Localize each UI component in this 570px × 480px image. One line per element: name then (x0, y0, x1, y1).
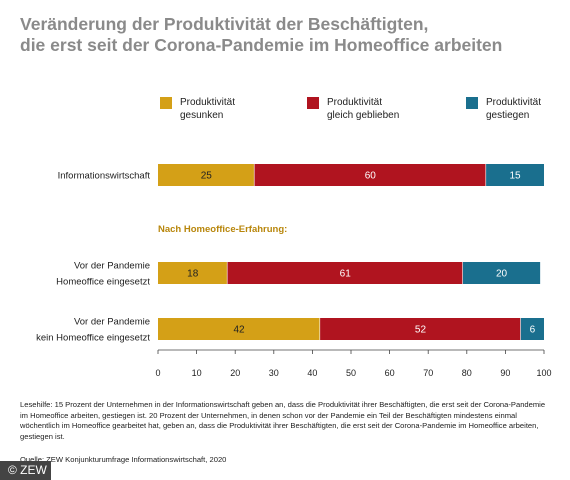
bar-segment (254, 164, 486, 186)
x-tick-label: 20 (230, 368, 240, 378)
x-tick-label: 60 (385, 368, 395, 378)
bar-value-label: 42 (233, 325, 245, 336)
x-tick-label: 10 (192, 368, 202, 378)
source-note: Quelle: ZEW Konjunkturumfrage Informatio… (20, 455, 227, 464)
bar-segment (158, 262, 227, 284)
category-label: Homeoffice eingesetzt (56, 277, 150, 288)
bar-value-label: 52 (415, 325, 427, 336)
x-tick-label: 0 (155, 368, 160, 378)
category-label: Vor der Pandemie (74, 261, 150, 272)
bar-segment (320, 318, 521, 340)
bar-value-label: 60 (365, 171, 377, 182)
x-tick-label: 30 (269, 368, 279, 378)
bar-segment (158, 164, 254, 186)
bar-value-label: 20 (496, 269, 508, 280)
category-label: Vor der Pandemie (74, 317, 150, 328)
x-tick-label: 70 (423, 368, 433, 378)
copyright-label: © ZEW (0, 461, 51, 480)
title-line-2: die erst seit der Corona-Pandemie im Hom… (20, 35, 503, 55)
legend-item-gestiegen: Produktivität gestiegen (466, 96, 541, 122)
legend-item-gleich: Produktivität gleich geblieben (307, 96, 399, 122)
legend-label-gesunken: Produktivität gesunken (180, 97, 236, 121)
bar-segment (227, 262, 463, 284)
bar-value-label: 61 (340, 269, 352, 280)
subheading: Nach Homeoffice-Erfahrung: (158, 224, 287, 235)
legend-label-gleich: Produktivität gleich geblieben (327, 97, 400, 121)
x-tick-label: 90 (500, 368, 510, 378)
legend-label-gestiegen: Produktivität gestiegen (486, 97, 542, 121)
x-tick-label: 80 (462, 368, 472, 378)
category-label: kein Homeoffice eingesetzt (36, 333, 150, 344)
legend-item-gesunken: Produktivität gesunken (160, 96, 235, 122)
title-line-1: Veränderung der Produktivität der Beschä… (20, 14, 429, 34)
chart-title: Veränderung der Produktivität der Beschä… (20, 14, 560, 56)
bar-segment (158, 318, 320, 340)
category-label: Informationswirtschaft (58, 171, 151, 182)
bar-value-label: 18 (187, 269, 199, 280)
x-tick-label: 40 (307, 368, 317, 378)
reading-note: Lesehilfe: 15 Prozent der Unternehmen in… (20, 400, 546, 441)
stacked-bar-chart: Nach Homeoffice-Erfahrung: Informationswi… (36, 164, 552, 378)
bar-value-label: 25 (201, 171, 213, 182)
bar-value-label: 6 (530, 325, 536, 336)
x-tick-label: 100 (536, 368, 551, 378)
x-tick-label: 50 (346, 368, 356, 378)
legend-swatch-gestiegen (466, 97, 478, 109)
legend-swatch-gleich (307, 97, 319, 109)
bar-segment (462, 262, 541, 284)
bar-segment (486, 164, 544, 186)
bar-value-label: 15 (509, 171, 521, 182)
legend-swatch-gesunken (160, 97, 172, 109)
bar-segment (520, 318, 544, 340)
